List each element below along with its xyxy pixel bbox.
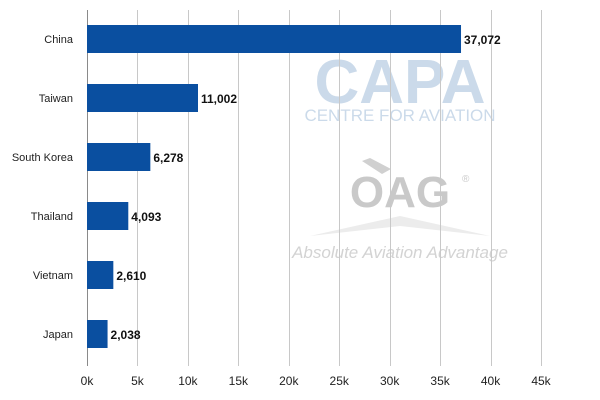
bar bbox=[87, 25, 462, 53]
category-label: South Korea bbox=[12, 152, 74, 164]
category-label: China bbox=[44, 34, 74, 46]
oag-logo-text: OAG bbox=[350, 168, 450, 217]
capa-tagline: CENTRE FOR AVIATION bbox=[304, 106, 495, 125]
data-label: 6,278 bbox=[153, 151, 183, 165]
data-label: 11,002 bbox=[201, 92, 237, 106]
data-labels: 37,072 11,002 6,278 4,093 2,610 2,038 bbox=[111, 33, 501, 342]
category-label: Vietnam bbox=[33, 270, 73, 282]
oag-swoosh-icon bbox=[362, 158, 391, 174]
bar bbox=[87, 261, 114, 289]
category-label: Japan bbox=[43, 329, 73, 341]
x-tick-label: 45k bbox=[531, 374, 551, 388]
bars bbox=[87, 25, 462, 348]
bar bbox=[87, 84, 198, 112]
data-label: 2,038 bbox=[111, 328, 141, 342]
capa-watermark: CAPA CENTRE FOR AVIATION bbox=[304, 48, 495, 125]
category-labels: China Taiwan South Korea Thailand Vietnam Jap… bbox=[12, 34, 74, 341]
x-tick-label: 20k bbox=[279, 374, 299, 388]
x-tick-label: 15k bbox=[229, 374, 249, 388]
x-tick-label: 10k bbox=[178, 374, 198, 388]
x-tick-label: 5k bbox=[131, 374, 145, 388]
bar bbox=[87, 143, 151, 171]
x-tick-label: 30k bbox=[380, 374, 400, 388]
x-tick-label: 35k bbox=[430, 374, 450, 388]
category-label: Thailand bbox=[31, 211, 73, 223]
oag-watermark: OAG ® Absolute Aviation Advantage bbox=[291, 158, 508, 262]
category-label: Taiwan bbox=[39, 93, 73, 105]
x-tick-label: 40k bbox=[481, 374, 501, 388]
x-tick-label: 25k bbox=[330, 374, 350, 388]
bar bbox=[87, 320, 108, 348]
data-label: 4,093 bbox=[131, 210, 161, 224]
oag-tagline: Absolute Aviation Advantage bbox=[291, 243, 508, 262]
bar bbox=[87, 202, 129, 230]
oag-registered-mark: ® bbox=[462, 174, 470, 185]
x-tick-label: 0k bbox=[81, 374, 95, 388]
grid-lines bbox=[87, 10, 542, 366]
data-label: 2,610 bbox=[116, 269, 146, 283]
capa-logo-text: CAPA bbox=[314, 48, 485, 117]
data-label: 37,072 bbox=[464, 33, 501, 47]
oag-reflection-shape bbox=[310, 216, 490, 236]
x-tick-labels: 0k 5k 10k 15k 20k 25k 30k 35k 40k 45k bbox=[81, 374, 552, 388]
